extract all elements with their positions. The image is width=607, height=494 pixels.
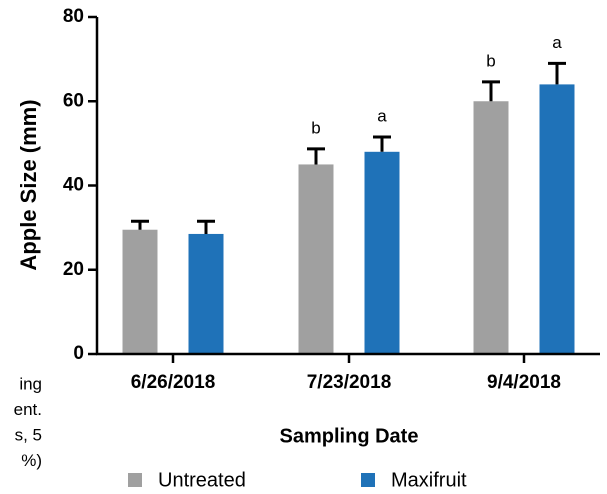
- legend-label: Maxifruit: [391, 469, 467, 491]
- side-text: %): [21, 451, 42, 470]
- x-axis-label: Sampling Date: [280, 425, 419, 447]
- error-bar: [131, 219, 149, 230]
- error-bar: [548, 61, 566, 85]
- bar: [539, 84, 575, 355]
- bar: [298, 164, 334, 354]
- legend-swatch: [361, 473, 375, 487]
- y-tick-label: 20: [63, 259, 84, 280]
- bar-label: a: [552, 33, 562, 52]
- error-bar: [307, 147, 325, 165]
- bar: [364, 151, 400, 354]
- y-tick-label: 60: [63, 90, 84, 111]
- y-tick-label: 80: [63, 6, 84, 27]
- x-tick-label: 7/23/2018: [307, 372, 392, 393]
- side-text: ent.: [14, 400, 42, 419]
- side-text: s, 5: [15, 425, 42, 444]
- error-bar: [482, 80, 500, 102]
- y-axis-label: Apple Size (mm): [16, 99, 41, 270]
- bar: [122, 229, 158, 354]
- x-tick-label: 9/4/2018: [487, 372, 561, 393]
- x-tick-label: 6/26/2018: [131, 372, 216, 393]
- legend-swatch: [128, 473, 142, 487]
- side-text: ing: [19, 374, 42, 393]
- y-tick-label: 0: [73, 343, 84, 364]
- bar-label: a: [377, 107, 387, 126]
- bar: [188, 233, 224, 354]
- bar: [473, 101, 509, 354]
- y-tick-label: 40: [63, 175, 84, 196]
- bar-label: b: [486, 51, 495, 70]
- bar-label: b: [311, 118, 320, 137]
- legend-label: Untreated: [158, 469, 246, 491]
- error-bar: [197, 219, 215, 234]
- error-bar: [373, 135, 391, 152]
